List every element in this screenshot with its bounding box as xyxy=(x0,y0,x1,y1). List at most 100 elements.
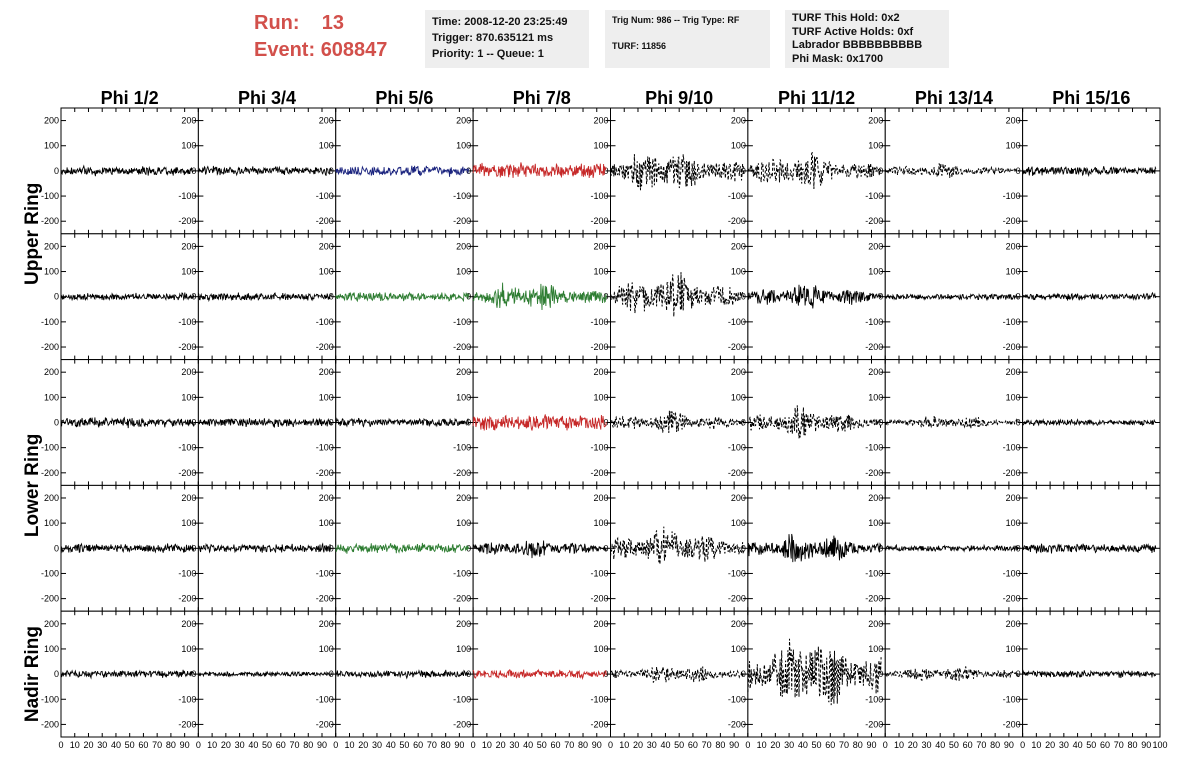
y-tick-label: -200 xyxy=(728,719,746,729)
waveform-panel-r5-c7: -200 -100 0 100 200 xyxy=(884,610,1024,738)
waveform-trace xyxy=(472,282,607,311)
x-tick-label: 80 xyxy=(990,740,1000,750)
y-tick-label: -100 xyxy=(453,568,471,578)
y-tick-label: 0 xyxy=(1016,669,1021,679)
waveform-trace xyxy=(198,417,333,428)
turf-text: TURF: 11856 xyxy=(612,41,667,51)
x-tick-label: 80 xyxy=(853,740,863,750)
y-tick-label: -200 xyxy=(1003,342,1021,352)
x-tick-label: 50 xyxy=(125,740,135,750)
y-tick-label: -100 xyxy=(590,568,608,578)
y-tick-label: -100 xyxy=(41,317,59,327)
y-tick-label: 200 xyxy=(456,367,471,377)
y-tick-label: -100 xyxy=(41,191,59,201)
y-tick-label: 0 xyxy=(54,292,59,302)
x-tick-label: 0 xyxy=(608,740,613,750)
y-tick-label: -200 xyxy=(728,594,746,604)
y-tick-label: 200 xyxy=(44,493,59,503)
y-tick-label: 0 xyxy=(466,292,471,302)
y-tick-label: 200 xyxy=(731,619,746,629)
priority-text: Priority: 1 -- Queue: 1 xyxy=(432,48,544,60)
x-tick-label: 40 xyxy=(1073,740,1083,750)
y-tick-label: 100 xyxy=(181,518,196,528)
waveform-trace xyxy=(335,417,470,428)
y-tick-label: -100 xyxy=(865,317,883,327)
x-tick-label: 80 xyxy=(441,740,451,750)
y-tick-label: 100 xyxy=(44,141,59,151)
waveform-trace xyxy=(1022,418,1157,427)
y-tick-label: 200 xyxy=(731,116,746,126)
waveform-trace xyxy=(198,670,333,678)
x-tick-label: 90 xyxy=(1004,740,1014,750)
y-tick-label: -100 xyxy=(728,568,746,578)
x-tick-label: 90 xyxy=(729,740,739,750)
y-tick-label: -100 xyxy=(590,191,608,201)
y-tick-label: -200 xyxy=(728,468,746,478)
y-tick-label: 200 xyxy=(868,241,883,251)
x-tick-label: 50 xyxy=(812,740,822,750)
y-tick-label: -100 xyxy=(178,317,196,327)
y-tick-label: 100 xyxy=(868,518,883,528)
waveform-panel-r4-c8 xyxy=(1022,484,1161,612)
x-tick-label: 10 xyxy=(1031,740,1041,750)
x-tick-label: 40 xyxy=(660,740,670,750)
y-tick-label: 100 xyxy=(731,267,746,277)
y-tick-label: 200 xyxy=(593,116,608,126)
column-title-phi-13-14: Phi 13/14 xyxy=(915,88,993,108)
waveform-panel-r5-c6: -200 -100 0 100 200 xyxy=(747,610,886,738)
y-tick-label: -100 xyxy=(316,317,334,327)
waveform-trace xyxy=(1022,291,1157,301)
column-title-phi-9-10: Phi 9/10 xyxy=(645,88,713,108)
y-tick-label: -100 xyxy=(453,694,471,704)
x-tick-label: 90 xyxy=(454,740,464,750)
y-tick-label: 100 xyxy=(731,644,746,654)
waveform-trace xyxy=(747,284,882,309)
y-tick-label: 100 xyxy=(456,392,471,402)
y-tick-label: -200 xyxy=(41,216,59,226)
y-tick-label: 200 xyxy=(44,116,59,126)
y-tick-label: 0 xyxy=(54,418,59,428)
x-tick-label: 50 xyxy=(674,740,684,750)
x-tick-label: 20 xyxy=(908,740,918,750)
waveform-trace xyxy=(610,410,745,434)
y-tick-label: -200 xyxy=(590,719,608,729)
y-tick-label: 200 xyxy=(319,493,334,503)
y-tick-label: 200 xyxy=(1006,619,1021,629)
y-tick-label: 100 xyxy=(456,267,471,277)
y-tick-label: -200 xyxy=(316,719,334,729)
x-tick-label: 50 xyxy=(1086,740,1096,750)
y-tick-label: 200 xyxy=(731,367,746,377)
waveform-trace xyxy=(198,165,333,177)
y-tick-label: 200 xyxy=(319,367,334,377)
waveform-panel-r1-c8 xyxy=(1022,107,1161,235)
x-tick-label: 40 xyxy=(386,740,396,750)
x-tick-label: 0 xyxy=(58,740,63,750)
waveform-panel-r3-c8 xyxy=(1022,359,1161,486)
waveform-trace xyxy=(884,666,1019,682)
x-tick-label: 0 xyxy=(1020,740,1025,750)
y-tick-label: 100 xyxy=(1006,644,1021,654)
x-tick-label: 60 xyxy=(825,740,835,750)
x-tick-label: 20 xyxy=(83,740,93,750)
x-tick-label: 80 xyxy=(1128,740,1138,750)
waveform-trace xyxy=(60,292,195,302)
x-tick-label: 90 xyxy=(180,740,190,750)
waveform-panel-r3-c6: -200 -100 0 100 200 xyxy=(747,359,886,486)
y-tick-label: 100 xyxy=(1006,518,1021,528)
y-tick-label: -200 xyxy=(178,342,196,352)
y-tick-label: -100 xyxy=(728,443,746,453)
x-tick-label: 70 xyxy=(152,740,162,750)
column-title-phi-1-2: Phi 1/2 xyxy=(101,88,159,108)
x-tick-label: 10 xyxy=(70,740,80,750)
x-tick-label: 50 xyxy=(537,740,547,750)
y-tick-label: -100 xyxy=(590,317,608,327)
y-tick-label: 200 xyxy=(1006,116,1021,126)
y-tick-label: 100 xyxy=(868,267,883,277)
y-tick-label: 200 xyxy=(319,241,334,251)
y-tick-label: -100 xyxy=(728,317,746,327)
y-tick-label: 200 xyxy=(593,241,608,251)
